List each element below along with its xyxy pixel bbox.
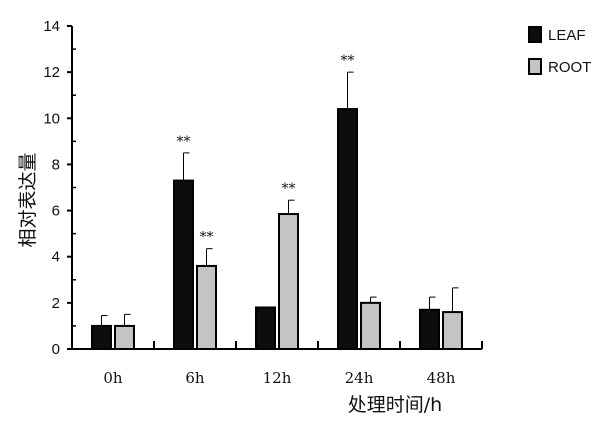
y-tick-label: 14: [43, 18, 60, 35]
legend-swatch-root: [528, 58, 542, 75]
y-tick-label: 6: [52, 203, 60, 220]
significance-mark: **: [341, 53, 355, 69]
x-tick-label: 12h: [263, 369, 292, 387]
bar-leaf: [419, 308, 440, 350]
x-tick-label: 24h: [345, 369, 374, 387]
significance-mark: **: [282, 181, 296, 197]
y-axis-title: 相对表达量: [17, 152, 39, 247]
bar-leaf: [91, 324, 112, 350]
x-axis-title: 处理时间/h: [348, 394, 442, 416]
x-tick-label: 6h: [185, 369, 205, 387]
y-axis: 0 2 4 6 8 10 12 14: [43, 18, 76, 358]
bars: ** ** ** **: [91, 53, 463, 351]
bar-root: [196, 264, 217, 351]
y-tick-label: 12: [43, 64, 60, 81]
legend-swatch-leaf: [528, 26, 542, 43]
y-tick-label: 4: [52, 249, 60, 266]
bar-root: [278, 213, 299, 350]
x-axis: 0h 6h 12h 24h 48h: [72, 341, 483, 387]
bar-leaf: [337, 108, 358, 350]
x-tick-label: 0h: [103, 369, 123, 387]
legend: LEAF ROOT: [528, 26, 591, 76]
legend-label-leaf: LEAF: [548, 27, 586, 44]
legend-label-root: ROOT: [548, 59, 591, 76]
bar-root: [442, 311, 463, 351]
y-tick-label: 8: [52, 156, 60, 173]
bar-root: [360, 301, 381, 351]
significance-mark: **: [200, 230, 214, 246]
y-tick-label: 0: [52, 341, 60, 358]
y-tick-label: 2: [52, 295, 60, 312]
significance-mark: **: [177, 134, 191, 150]
bar-root: [114, 324, 135, 350]
y-tick-label: 10: [43, 110, 60, 127]
bar-leaf: [255, 306, 276, 351]
bar-leaf: [173, 179, 194, 350]
x-tick-label: 48h: [427, 369, 456, 387]
